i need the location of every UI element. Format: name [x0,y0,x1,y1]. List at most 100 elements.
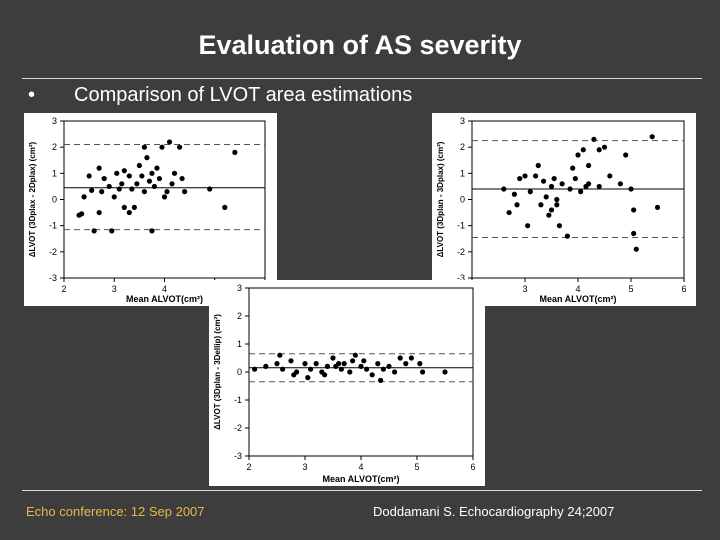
data-point [601,144,608,150]
data-point [408,355,414,361]
y-tick-label: 1 [460,168,465,178]
data-point [305,375,311,381]
data-point [141,189,147,195]
data-point [154,165,160,171]
data-point [101,175,107,182]
data-point [511,191,517,197]
footer-citation: Doddamani S. Echocardiography 24;2007 [373,504,615,519]
data-point [106,183,112,190]
data-point [623,152,629,158]
data-point [78,211,85,217]
data-point [171,170,178,176]
y-axis-label: ΔLVOT (3Dplan - 3Dplax) (cm²) [436,141,445,257]
x-axis-label: Mean ALVOT(cm²) [322,474,399,484]
data-point [263,363,269,369]
plot-frame [248,287,474,457]
y-tick-label: 2 [237,311,242,321]
data-point [380,366,386,372]
data-point [338,366,344,372]
data-point [126,209,132,216]
data-point [274,361,280,367]
data-point [548,207,555,213]
data-point [375,361,381,367]
data-point [527,189,533,195]
x-tick-label: 2 [61,284,66,294]
y-tick-label: 0 [52,195,57,205]
y-tick-label: -3 [234,451,242,461]
y-tick-label: -3 [457,273,465,283]
data-point [514,202,520,208]
data-point [136,162,142,169]
data-point [369,372,375,378]
data-point [578,189,584,195]
data-point [131,204,137,210]
y-tick-label: 0 [460,195,465,205]
data-point [352,352,358,358]
data-point [546,212,552,218]
data-point [347,369,353,375]
data-point [313,361,319,367]
data-point [403,361,409,367]
data-point [114,170,120,176]
data-point [86,173,92,179]
data-point [141,144,147,150]
x-tick-label: 6 [470,462,475,472]
data-point [81,194,87,200]
data-point [633,246,639,252]
data-point [378,377,384,383]
data-point [617,181,623,187]
data-point [169,181,175,187]
data-point [559,181,565,187]
data-point [139,173,145,179]
y-tick-label: -1 [49,221,57,231]
data-point [386,363,392,369]
data-point [501,186,507,192]
data-point [232,149,238,155]
footer-conference: Echo conference: 12 Sep 2007 [26,504,205,519]
data-point [540,178,547,184]
bullet-symbol: • [28,84,36,106]
y-tick-label: 1 [237,339,242,349]
data-point [392,369,398,375]
data-point [96,209,102,216]
data-point [159,144,165,150]
y-axis-label: ΔLVOT (3Dplax - 2Dplax) (cm²) [28,141,37,257]
data-point [517,175,523,182]
y-tick-label: -1 [234,395,242,405]
data-point [161,194,168,200]
data-point [506,209,512,216]
data-point [109,228,115,234]
data-point [176,144,183,150]
data-point [649,134,655,140]
data-point [543,194,549,200]
data-point [156,175,163,182]
data-point [548,183,555,190]
data-point [280,366,286,372]
data-point [522,173,528,179]
data-point [126,173,132,179]
data-point [535,162,541,169]
data-point [91,228,97,234]
slide-title: Evaluation of AS severity [198,30,522,60]
data-point [420,369,426,375]
y-tick-label: -1 [457,221,465,231]
y-tick-label: -3 [49,273,57,283]
x-tick-label: 4 [575,284,580,294]
x-tick-label: 3 [112,284,117,294]
x-tick-label: 3 [302,462,307,472]
data-point [134,181,140,187]
data-point [572,175,578,182]
data-point [116,186,122,192]
x-tick-label: 4 [162,284,167,294]
data-point [350,358,356,364]
data-point [144,155,150,161]
data-point [591,136,597,142]
data-point [358,363,364,369]
y-tick-label: -2 [234,423,242,433]
data-point [556,223,563,229]
y-tick-label: 2 [460,142,465,152]
data-point [596,147,602,153]
